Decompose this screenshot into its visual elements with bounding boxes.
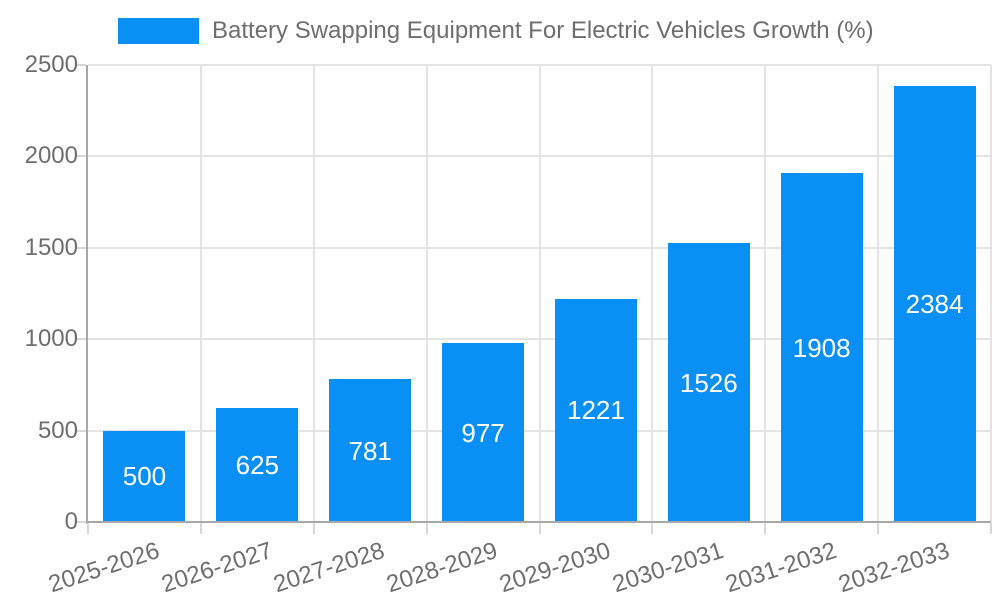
y-axis-tick-label: 2500 [24,51,78,78]
plot-area: 500 625 781 977 1221 1526 1908 2384 [88,64,992,522]
y-axis-tick [76,338,86,341]
bar-value-label: 1526 [679,367,738,398]
x-axis-tick [87,523,89,534]
y-axis-tick-label: 0 [64,508,78,535]
legend-swatch [118,18,199,44]
bar[interactable]: 1221 [554,298,637,522]
x-axis-tick-label: 2029-2030 [496,537,614,599]
y-axis-line [86,65,88,524]
x-axis-tick [425,523,428,534]
bar[interactable]: 2384 [893,86,976,522]
bar-value-label: 2384 [905,289,964,320]
x-axis-line [86,521,991,523]
x-axis-tick [199,523,202,534]
gridline-vertical [651,65,654,522]
x-axis-tick [877,523,880,534]
x-axis-tick-label: 2028-2029 [383,537,502,599]
y-axis-tick-label: 2000 [24,142,78,170]
y-axis-tick [76,429,86,432]
bar[interactable]: 977 [442,343,525,522]
gridline-vertical [990,65,992,522]
x-axis-tick-label: 2026-2027 [157,537,276,599]
y-axis-tick-label: 500 [37,416,78,444]
y-axis-tick [76,521,86,523]
bar[interactable]: 781 [329,379,412,522]
bar-value-label: 977 [461,417,505,448]
x-axis-tick-label: 2032-2033 [835,537,953,599]
gridline-vertical [312,65,315,522]
bar-value-label: 500 [122,461,167,492]
x-axis-tick [990,523,992,534]
bar[interactable]: 1526 [667,243,750,522]
y-axis-tick-label: 1000 [24,325,78,353]
y-axis-tick [76,155,86,158]
x-axis-tick [312,523,315,534]
gridline-vertical [425,65,428,522]
x-axis-tick [538,523,541,534]
legend-label: Battery Swapping Equipment For Electric … [212,17,874,44]
gridline-vertical [764,65,767,522]
bar[interactable]: 1908 [780,173,863,522]
y-axis-tick [76,64,86,66]
x-axis-tick [764,523,767,534]
bar-value-label: 1908 [792,332,851,363]
bar-value-label: 781 [348,435,392,466]
bar-value-label: 625 [235,449,279,480]
x-axis-tick-label: 2025-2026 [44,537,163,599]
y-axis-tick [76,246,86,249]
legend[interactable]: Battery Swapping Equipment For Electric … [118,18,874,44]
x-axis-tick-label: 2027-2028 [270,537,389,599]
bar[interactable]: 500 [103,430,186,522]
gridline-vertical [877,65,880,522]
gridline-vertical [538,65,541,522]
gridline-vertical [199,65,202,522]
x-axis-tick-label: 2031-2032 [722,537,840,599]
bar-value-label: 1221 [567,395,625,426]
y-axis-tick-label: 1500 [24,233,78,261]
bar[interactable]: 625 [216,407,299,522]
x-axis-tick-label: 2030-2031 [609,537,727,599]
x-axis-tick [651,523,654,534]
